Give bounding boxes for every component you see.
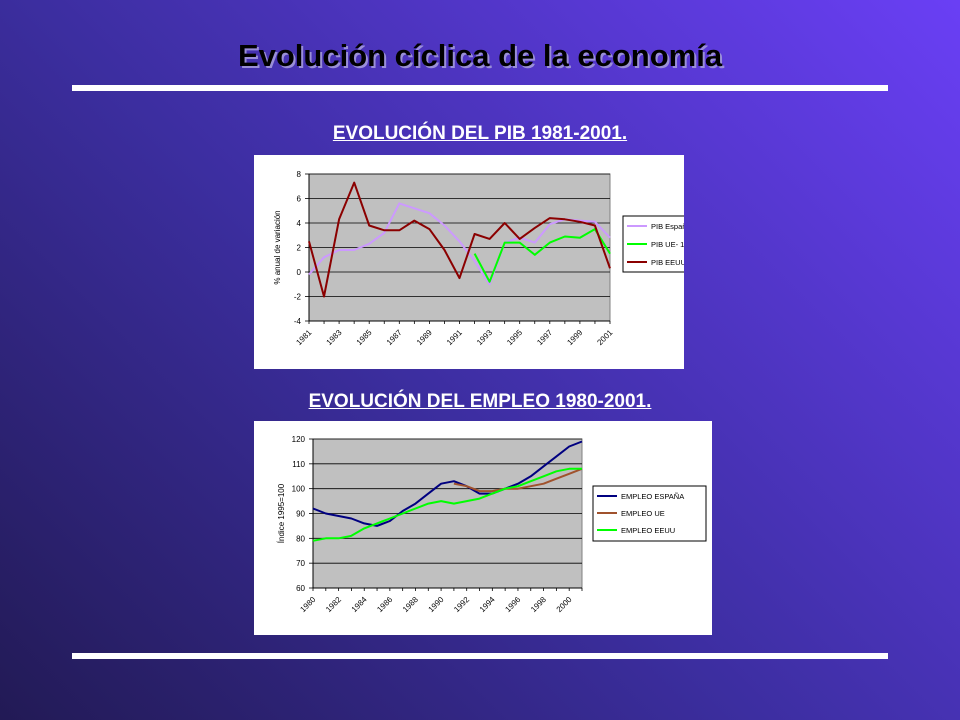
pib-y-tick-label: -2 bbox=[294, 293, 302, 302]
pib-legend-label-0: PIB España bbox=[651, 222, 684, 231]
pib-x-tick-label: 1983 bbox=[325, 328, 344, 347]
pib-chart: -4 -2 0 2 4 6 8 % anual de variación 1981 1983 198… bbox=[254, 155, 691, 369]
empleo-x-tick-label: 1994 bbox=[478, 595, 497, 614]
pib-chart-title: EVOLUCIÓN DEL PIB 1981-2001. bbox=[332, 123, 628, 144]
empleo-x-tick-label: 1986 bbox=[375, 595, 394, 614]
empleo-y-tick-label: 90 bbox=[296, 510, 305, 519]
empleo-chart-svg: 60 70 80 90 100 110 120 Índice 1995=100 1980 1982… bbox=[277, 435, 707, 614]
pib-x-tick-label: 1987 bbox=[385, 328, 404, 347]
pib-x-tick-label: 1995 bbox=[505, 328, 524, 347]
empleo-x-tick-label: 1996 bbox=[503, 595, 522, 614]
empleo-x-tick-label: 1984 bbox=[350, 595, 369, 614]
pib-x-tick-label: 1991 bbox=[445, 328, 464, 347]
empleo-legend-label-2: EMPLEO EEUU bbox=[621, 526, 675, 535]
top-divider bbox=[72, 85, 888, 91]
pib-x-tick-label: 1993 bbox=[475, 328, 494, 347]
empleo-x-tick-label: 1982 bbox=[324, 595, 343, 614]
empleo-x-tick-label: 1988 bbox=[401, 595, 420, 614]
empleo-x-tick-label: 1980 bbox=[298, 595, 317, 614]
empleo-series-line-0 bbox=[312, 440, 583, 527]
empleo-y-tick-label: 60 bbox=[296, 584, 305, 593]
pib-y-tick-label: 4 bbox=[297, 219, 302, 228]
pib-series-line-2 bbox=[308, 181, 611, 298]
pib-x-tick-label: 1997 bbox=[535, 328, 554, 347]
empleo-chart-title: EVOLUCIÓN DEL EMPLEO 1980-2001. bbox=[308, 391, 652, 412]
empleo-x-tick-label: 2000 bbox=[555, 595, 574, 614]
pib-y-tick-label: -4 bbox=[294, 317, 302, 326]
pib-y-tick-label: 6 bbox=[297, 195, 302, 204]
pib-y-tick-label: 8 bbox=[297, 170, 302, 179]
pib-x-tick-label: 1985 bbox=[355, 328, 374, 347]
empleo-y-tick-label: 110 bbox=[292, 460, 305, 469]
pib-series-line-0 bbox=[308, 202, 611, 286]
empleo-x-tick-label: 1998 bbox=[529, 595, 548, 614]
empleo-x-tick-label: 1990 bbox=[427, 595, 446, 614]
pib-legend-label-2: PIB EEUU bbox=[651, 258, 684, 267]
empleo-y-axis-label: Índice 1995=100 bbox=[277, 483, 286, 543]
empleo-series-line-2 bbox=[312, 467, 582, 542]
empleo-y-tick-label: 100 bbox=[292, 485, 306, 494]
empleo-y-tick-label: 80 bbox=[296, 534, 305, 543]
empleo-legend-label-0: EMPLEO ESPAÑA bbox=[621, 492, 684, 501]
empleo-series-line-1 bbox=[453, 467, 583, 493]
empleo-x-tick-label: 1992 bbox=[452, 595, 471, 614]
empleo-chart: 60 70 80 90 100 110 120 Índice 1995=100 1980 1982… bbox=[254, 421, 712, 635]
bottom-divider bbox=[72, 653, 888, 659]
empleo-y-tick-label: 120 bbox=[292, 435, 306, 444]
empleo-legend-label-1: EMPLEO UE bbox=[621, 509, 665, 518]
pib-legend-label-1: PIB UE- 12 bbox=[651, 240, 684, 249]
pib-y-axis-label: % anual de variación bbox=[273, 210, 282, 284]
empleo-y-tick-label: 70 bbox=[296, 559, 305, 568]
pib-chart-svg: -4 -2 0 2 4 6 8 % anual de variación 1981 1983 198… bbox=[273, 170, 691, 347]
pib-series-line-1 bbox=[473, 228, 611, 283]
pib-x-tick-label: 1999 bbox=[565, 328, 584, 347]
pib-y-tick-label: 0 bbox=[297, 268, 302, 277]
pib-x-tick-label: 2001 bbox=[595, 328, 614, 347]
slide-title: Evolución cíclica de la economía bbox=[237, 38, 723, 73]
pib-y-tick-label: 2 bbox=[297, 244, 302, 253]
pib-x-tick-label: 1981 bbox=[294, 328, 313, 347]
pib-x-tick-label: 1989 bbox=[415, 328, 434, 347]
